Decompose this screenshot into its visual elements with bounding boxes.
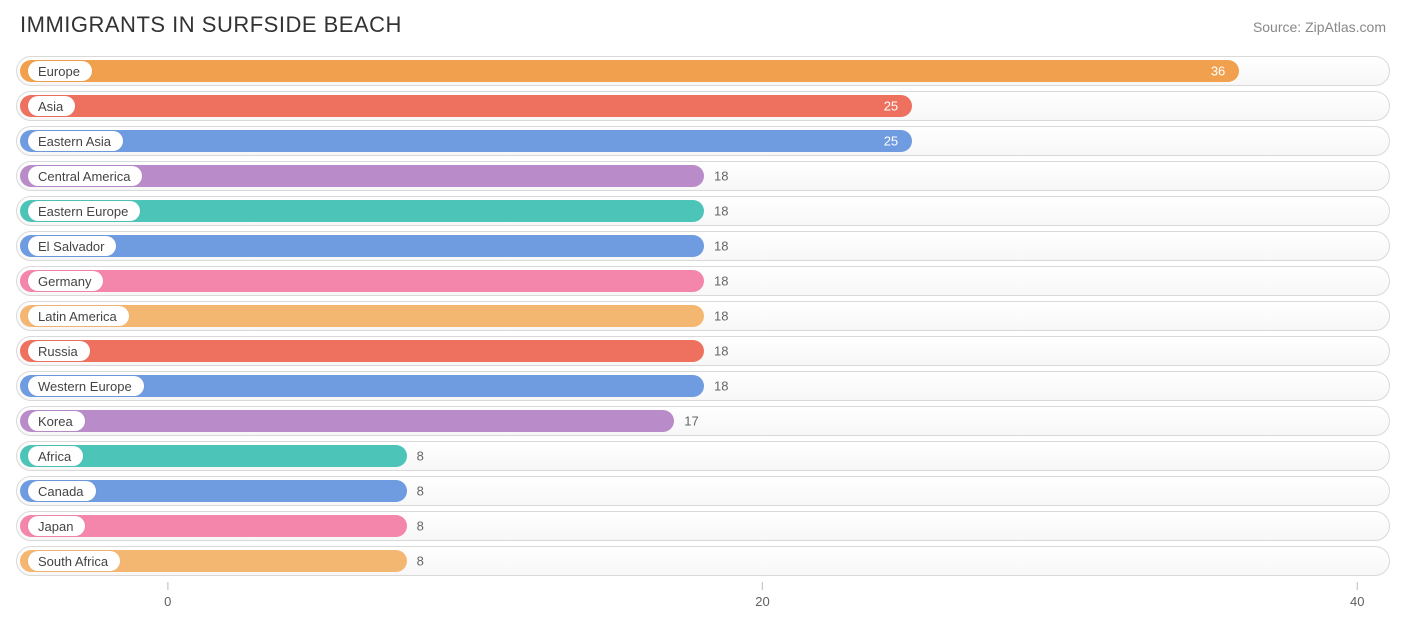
value-label: 18 (714, 239, 728, 254)
category-pill: Europe (28, 61, 92, 81)
category-pill: Eastern Europe (28, 201, 140, 221)
category-pill: Japan (28, 516, 85, 536)
category-pill: Russia (28, 341, 90, 361)
category-pill: Canada (28, 481, 96, 501)
category-label: Asia (38, 99, 63, 114)
category-pill: South Africa (28, 551, 120, 571)
bar-row: Africa 8 (16, 441, 1390, 471)
category-label: Japan (38, 519, 73, 534)
bar-fill (20, 60, 1239, 82)
bar-track: Africa 8 (16, 441, 1390, 471)
bar-row: Central America 18 (16, 161, 1390, 191)
category-pill: Eastern Asia (28, 131, 123, 151)
bar-track: Western Europe 18 (16, 371, 1390, 401)
category-pill: Central America (28, 166, 142, 186)
chart-source: Source: ZipAtlas.com (1253, 19, 1386, 35)
bar-row: Canada 8 (16, 476, 1390, 506)
category-pill: Asia (28, 96, 75, 116)
bar-track: Eastern Europe 18 (16, 196, 1390, 226)
category-pill: Western Europe (28, 376, 144, 396)
value-label: 8 (417, 449, 424, 464)
category-label: Africa (38, 449, 71, 464)
x-axis: 0 20 40 (16, 582, 1390, 612)
bar-track: Asia 25 (16, 91, 1390, 121)
bar-track: Korea 17 (16, 406, 1390, 436)
bar-row: Europe 36 (16, 56, 1390, 86)
value-label: 17 (684, 414, 698, 429)
bar-track: South Africa 8 (16, 546, 1390, 576)
bar-row: Korea 17 (16, 406, 1390, 436)
axis-tick-label: 0 (164, 594, 171, 609)
value-label: 18 (714, 169, 728, 184)
category-pill: El Salvador (28, 236, 116, 256)
bars-area: Europe 36 Asia 25 Eastern Asia 25 Central Amer… (16, 56, 1390, 576)
category-pill: Korea (28, 411, 85, 431)
category-label: Russia (38, 344, 78, 359)
bar-row: El Salvador 18 (16, 231, 1390, 261)
bar-fill (20, 340, 704, 362)
value-label: 8 (417, 554, 424, 569)
bar-fill (20, 130, 912, 152)
bar-row: Japan 8 (16, 511, 1390, 541)
bar-track: Eastern Asia 25 (16, 126, 1390, 156)
bar-fill (20, 270, 704, 292)
axis-tick-line-icon (1357, 582, 1358, 590)
bar-track: Canada 8 (16, 476, 1390, 506)
value-label: 18 (714, 344, 728, 359)
axis-tick: 40 (1350, 582, 1364, 609)
category-label: Eastern Asia (38, 134, 111, 149)
value-label: 18 (714, 309, 728, 324)
value-label: 25 (884, 134, 898, 149)
category-label: South Africa (38, 554, 108, 569)
bar-row: Asia 25 (16, 91, 1390, 121)
axis-tick: 20 (755, 582, 769, 609)
bar-track: Latin America 18 (16, 301, 1390, 331)
bar-row: Western Europe 18 (16, 371, 1390, 401)
bar-track: Russia 18 (16, 336, 1390, 366)
chart-title: IMMIGRANTS IN SURFSIDE BEACH (20, 12, 402, 38)
category-label: Eastern Europe (38, 204, 128, 219)
bar-fill (20, 410, 674, 432)
axis-tick-line-icon (167, 582, 168, 590)
category-label: Central America (38, 169, 130, 184)
bar-track: El Salvador 18 (16, 231, 1390, 261)
value-label: 8 (417, 519, 424, 534)
category-label: Latin America (38, 309, 117, 324)
bar-row: South Africa 8 (16, 546, 1390, 576)
category-label: Korea (38, 414, 73, 429)
chart-header: IMMIGRANTS IN SURFSIDE BEACH Source: Zip… (16, 12, 1390, 38)
bar-track: Central America 18 (16, 161, 1390, 191)
chart-container: IMMIGRANTS IN SURFSIDE BEACH Source: Zip… (0, 0, 1406, 643)
bar-track: Germany 18 (16, 266, 1390, 296)
category-label: El Salvador (38, 239, 104, 254)
category-label: Western Europe (38, 379, 132, 394)
value-label: 18 (714, 379, 728, 394)
value-label: 18 (714, 204, 728, 219)
bar-row: Russia 18 (16, 336, 1390, 366)
category-label: Germany (38, 274, 91, 289)
value-label: 18 (714, 274, 728, 289)
bar-fill (20, 95, 912, 117)
bar-row: Latin America 18 (16, 301, 1390, 331)
bar-row: Eastern Asia 25 (16, 126, 1390, 156)
category-label: Canada (38, 484, 84, 499)
bar-row: Eastern Europe 18 (16, 196, 1390, 226)
bar-track: Europe 36 (16, 56, 1390, 86)
bar-row: Germany 18 (16, 266, 1390, 296)
category-pill: Africa (28, 446, 83, 466)
value-label: 25 (884, 99, 898, 114)
value-label: 36 (1211, 64, 1225, 79)
category-pill: Germany (28, 271, 103, 291)
category-label: Europe (38, 64, 80, 79)
category-pill: Latin America (28, 306, 129, 326)
bar-fill (20, 235, 704, 257)
axis-tick-label: 40 (1350, 594, 1364, 609)
axis-tick-line-icon (762, 582, 763, 590)
axis-tick: 0 (164, 582, 171, 609)
axis-tick-label: 20 (755, 594, 769, 609)
bar-track: Japan 8 (16, 511, 1390, 541)
value-label: 8 (417, 484, 424, 499)
